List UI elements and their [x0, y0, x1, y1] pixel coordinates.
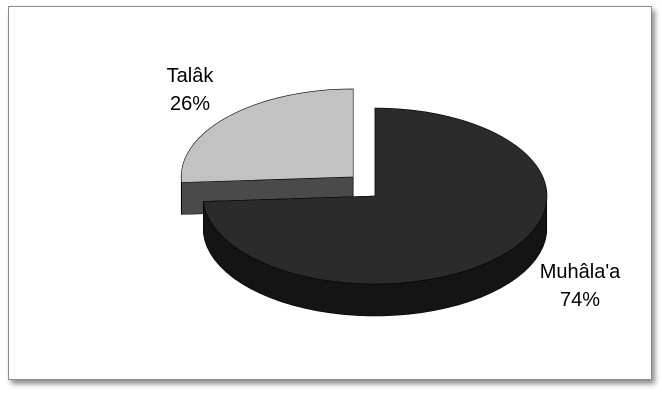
slice-label-talak: Talâk	[167, 65, 215, 87]
data-label-talak: Talâk 26%	[167, 65, 215, 115]
pie-slices	[180, 88, 548, 317]
pie-slice-muhlaa	[202, 107, 548, 317]
slice-label-muhalaa: Muhâla'a	[540, 261, 621, 283]
slice-percent-muhalaa: 74%	[560, 289, 600, 311]
data-label-muhalaa: Muhâla'a 74%	[540, 261, 621, 311]
slice-percent-talak: 26%	[170, 93, 210, 115]
pie-slice-top	[180, 88, 354, 183]
pie-slice-top	[202, 107, 548, 285]
